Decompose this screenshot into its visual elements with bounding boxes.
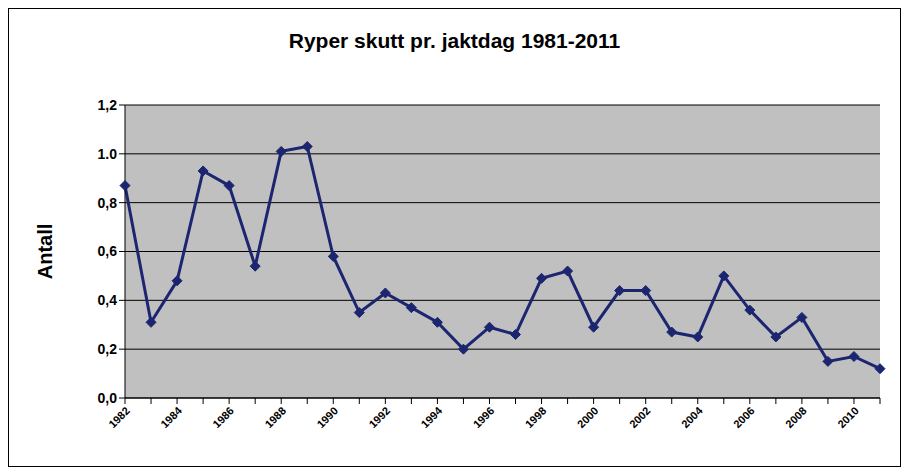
svg-text:1986: 1986 [210, 404, 236, 430]
svg-text:1994: 1994 [419, 404, 445, 430]
svg-text:0,8: 0,8 [98, 195, 118, 211]
svg-text:1990: 1990 [314, 404, 340, 430]
svg-text:1,2: 1,2 [98, 97, 118, 113]
svg-text:1996: 1996 [471, 404, 497, 430]
svg-text:1982: 1982 [106, 404, 132, 430]
svg-text:0,2: 0,2 [98, 341, 118, 357]
svg-text:1988: 1988 [262, 404, 288, 430]
svg-text:2002: 2002 [627, 404, 653, 430]
svg-text:1992: 1992 [366, 404, 392, 430]
svg-text:0,4: 0,4 [98, 292, 118, 308]
svg-text:1.0: 1.0 [98, 146, 118, 162]
svg-text:1998: 1998 [523, 404, 549, 430]
svg-text:Antall: Antall [34, 224, 56, 280]
svg-text:0,0: 0,0 [98, 390, 118, 406]
svg-text:0,6: 0,6 [98, 243, 118, 259]
svg-text:2008: 2008 [783, 404, 809, 430]
svg-text:2000: 2000 [575, 404, 601, 430]
svg-text:1984: 1984 [158, 404, 184, 430]
svg-text:2006: 2006 [731, 404, 757, 430]
html-text:Ryper skutt pr. jaktdag 1981-2: Ryper skutt pr. jaktdag 1981-2011 [288, 29, 621, 52]
svg-text:2004: 2004 [679, 404, 705, 430]
svg-text:2010: 2010 [835, 404, 861, 430]
